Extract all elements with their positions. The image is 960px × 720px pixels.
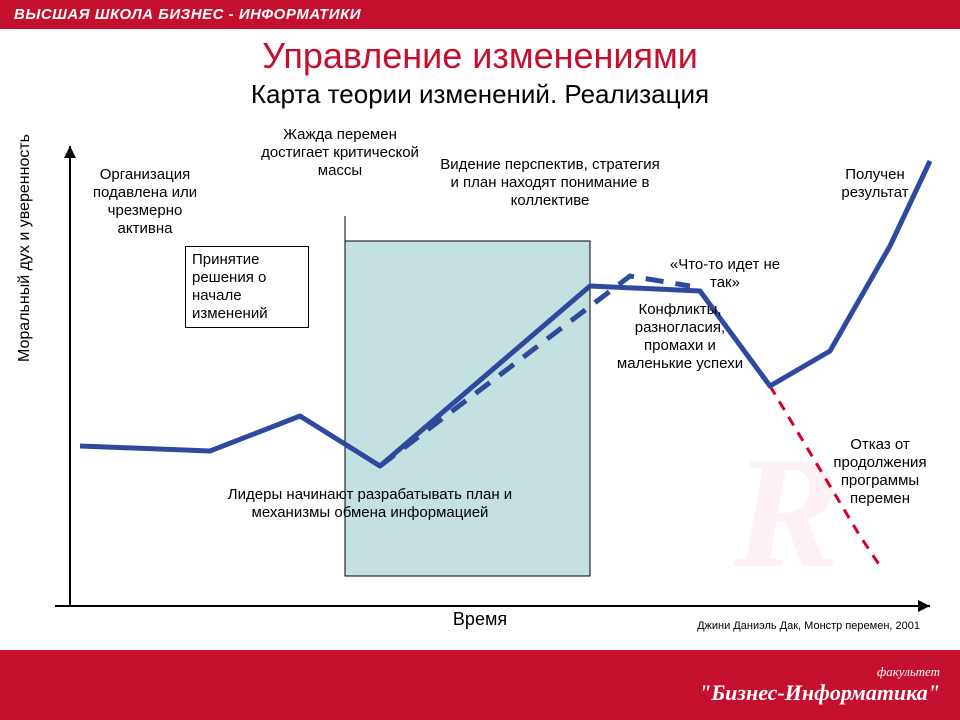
label-critical-mass: Жажда перемен достигает критической масс… <box>260 126 420 180</box>
x-axis-label: Время <box>453 609 507 630</box>
label-decision: Принятие решения о начале изменений <box>185 246 309 328</box>
page-subtitle: Карта теории изменений. Реализация <box>0 79 960 110</box>
footer-bar: факультет "Бизнес-Информатика" <box>0 650 960 720</box>
label-vision: Видение перспектив, стратегия и план нах… <box>440 156 660 210</box>
label-org-state: Организация подавлена или чрезмерно акти… <box>80 166 210 238</box>
footer-top: факультет <box>699 664 940 680</box>
source-citation: Джини Даниэль Дак, Монстр перемен, 2001 <box>697 620 920 632</box>
org-header: ВЫСШАЯ ШКОЛА БИЗНЕС - ИНФОРМАТИКИ <box>0 0 960 29</box>
chart: Моральный дух и уверенность Время Органи… <box>10 116 950 626</box>
y-axis-label: Моральный дух и уверенность <box>16 134 34 362</box>
page-title: Управление изменениями <box>0 35 960 77</box>
label-leaders-plan: Лидеры начинают разрабатывать план и мех… <box>190 486 550 522</box>
footer-bottom: "Бизнес-Информатика" <box>699 680 940 706</box>
label-refusal: Отказ от продолжения программы перемен <box>820 436 940 508</box>
label-conflicts: Конфликты, разногласия, промахи и малень… <box>605 301 755 373</box>
label-something-wrong: «Что-то идет не так» <box>660 256 790 292</box>
label-result: Получен результат <box>820 166 930 202</box>
